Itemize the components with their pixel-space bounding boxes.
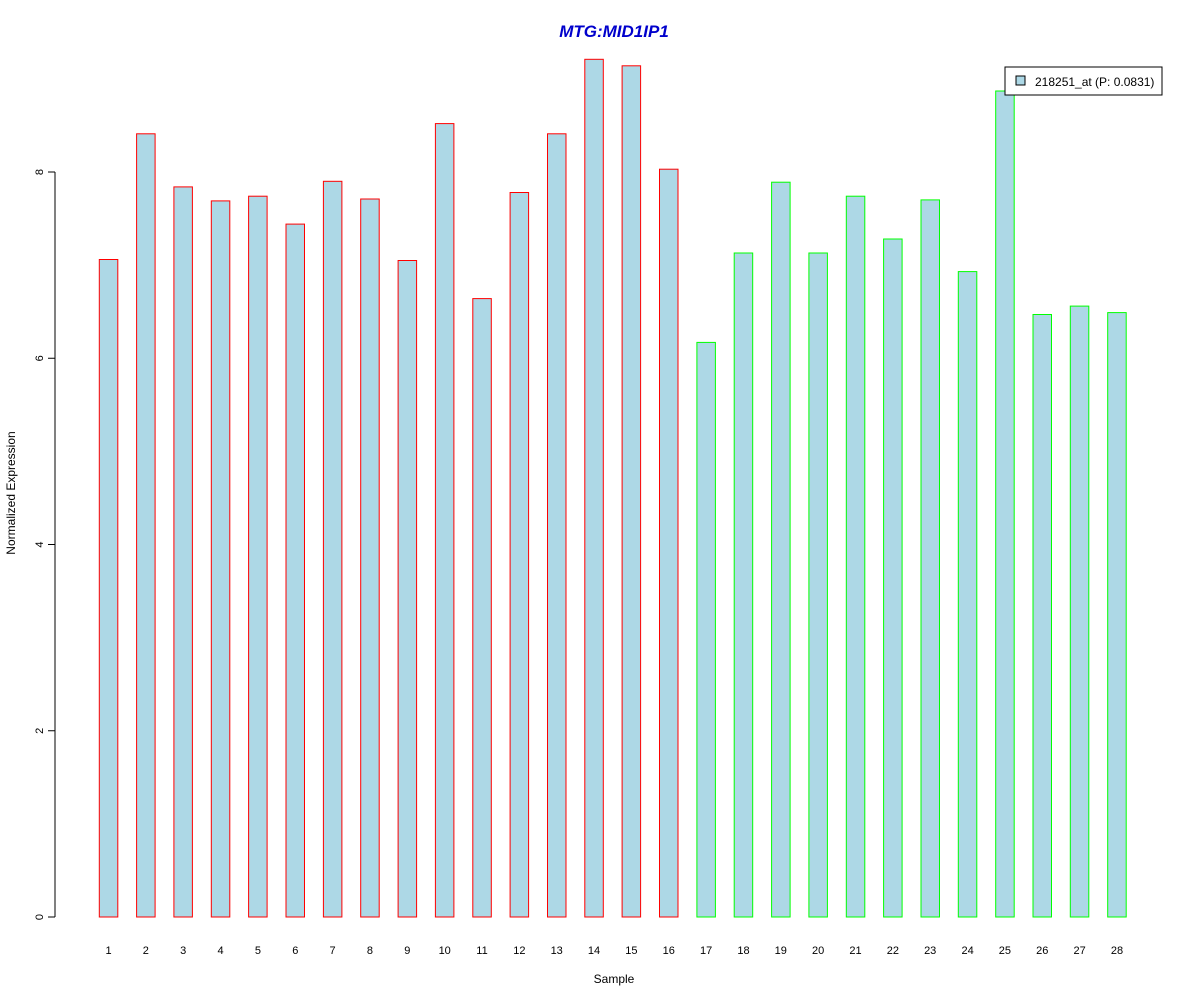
x-tick-label: 7 xyxy=(330,945,336,957)
x-tick-label: 13 xyxy=(551,945,563,957)
bar xyxy=(883,238,903,918)
y-tick-label: 8 xyxy=(34,169,46,175)
x-tick-label: 12 xyxy=(513,945,525,957)
x-tick-label: 14 xyxy=(588,945,600,957)
bar xyxy=(434,123,455,918)
bar xyxy=(733,252,754,918)
x-tick-label: 6 xyxy=(292,945,298,957)
y-tick-label: 2 xyxy=(34,728,46,734)
x-tick-label: 28 xyxy=(1111,945,1123,957)
x-tick-label: 1 xyxy=(105,945,111,957)
legend-swatch xyxy=(1015,75,1026,86)
y-tick-label: 6 xyxy=(34,355,46,361)
x-tick-label: 8 xyxy=(367,945,373,957)
bar xyxy=(210,200,231,918)
bar xyxy=(547,133,567,918)
x-tick-label: 25 xyxy=(999,945,1011,957)
x-axis-label: Sample xyxy=(594,972,635,986)
legend-label: 218251_at (P: 0.0831) xyxy=(1035,75,1154,89)
x-tick-label: 26 xyxy=(1036,945,1048,957)
x-tick-label: 20 xyxy=(812,945,824,957)
x-tick-label: 3 xyxy=(180,945,186,957)
x-tick-label: 21 xyxy=(849,945,861,957)
y-axis-label: Normalized Expression xyxy=(4,431,18,554)
bar xyxy=(584,58,604,918)
bar xyxy=(696,341,716,918)
bar xyxy=(397,260,418,918)
bar xyxy=(621,65,642,918)
x-tick-label: 23 xyxy=(924,945,936,957)
x-tick-label: 4 xyxy=(218,945,224,957)
y-tick-label: 0 xyxy=(34,914,46,920)
bar xyxy=(173,186,193,918)
x-tick-label: 10 xyxy=(439,945,451,957)
bar xyxy=(845,195,866,918)
bar xyxy=(136,133,156,918)
x-tick-label: 11 xyxy=(476,945,487,957)
bar xyxy=(995,90,1015,918)
bar xyxy=(659,168,679,918)
bar xyxy=(248,195,268,918)
x-tick-labels: 1 2 3 4 5 6 7 8 9 10 11 12 13 14 15 16 17 18 19 20 21 22 23 24 2… xyxy=(105,945,1123,957)
x-tick-label: 5 xyxy=(255,945,261,957)
bar xyxy=(472,298,492,918)
bar xyxy=(360,198,380,918)
x-tick-label: 15 xyxy=(625,945,637,957)
bar xyxy=(285,223,305,918)
x-tick-label: 22 xyxy=(887,945,899,957)
x-tick-label: 16 xyxy=(663,945,675,957)
x-tick-label: 17 xyxy=(700,945,712,957)
bar xyxy=(771,181,791,918)
bar xyxy=(1107,312,1127,918)
bar xyxy=(98,259,119,918)
y-tick-label: 4 xyxy=(34,541,46,547)
bars-group xyxy=(98,58,1127,918)
chart-title: MTG:MID1IP1 xyxy=(559,22,669,41)
legend-box xyxy=(1004,66,1163,96)
x-tick-label: 19 xyxy=(775,945,787,957)
bar xyxy=(920,199,940,918)
bar xyxy=(957,271,978,918)
bar xyxy=(808,252,828,918)
legend: 218251_at (P: 0.0831) xyxy=(1004,66,1163,96)
bar xyxy=(1032,314,1052,918)
x-tick-label: 9 xyxy=(404,945,410,957)
x-tick-label: 18 xyxy=(737,945,749,957)
x-tick-label: 24 xyxy=(961,945,973,957)
x-tick-label: 27 xyxy=(1073,945,1085,957)
x-tick-label: 2 xyxy=(143,945,149,957)
bar xyxy=(509,192,530,918)
y-axis: 0 2 4 6 8 xyxy=(34,169,56,920)
bar xyxy=(1069,305,1090,918)
bar xyxy=(322,180,343,918)
